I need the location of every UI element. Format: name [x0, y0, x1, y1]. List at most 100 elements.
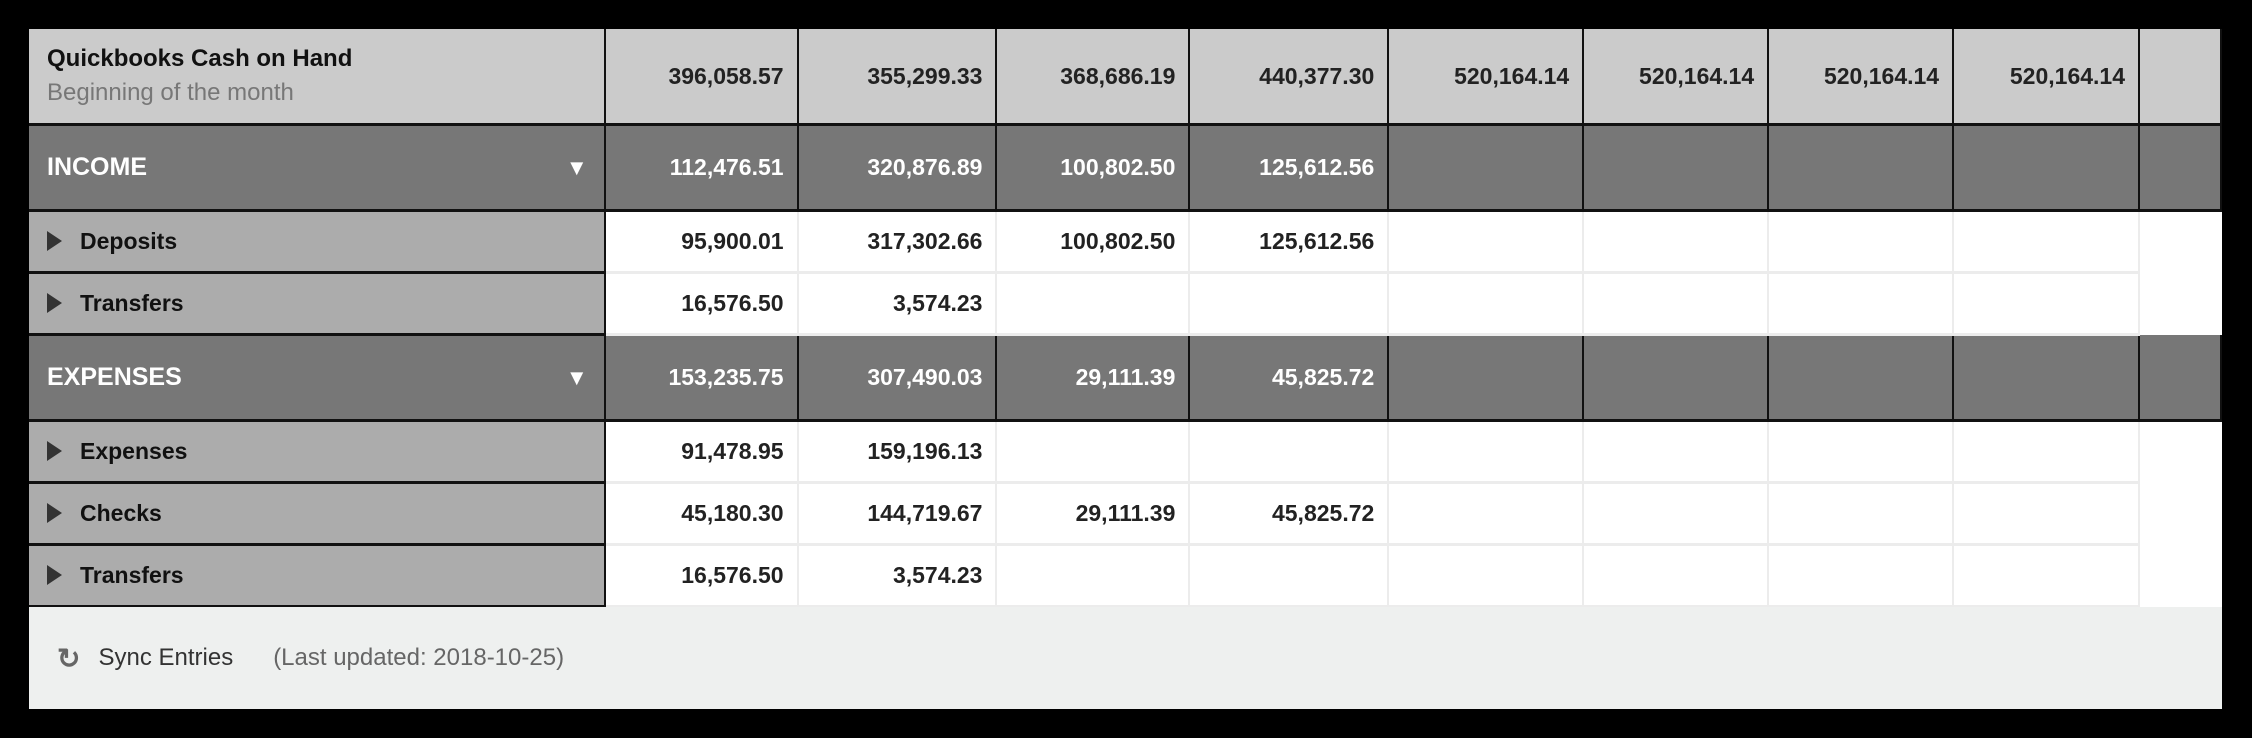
group-total-cell	[1768, 334, 1955, 422]
value-cell[interactable]: 317,302.66	[797, 210, 998, 274]
caret-right-icon[interactable]	[47, 565, 62, 585]
row-toggle[interactable]: Checks	[29, 482, 606, 546]
group-total-cell: 112,476.51	[604, 124, 799, 212]
group-total-cell	[1583, 334, 1770, 422]
value-cell[interactable]	[1768, 544, 1955, 608]
value-cell[interactable]	[1583, 210, 1770, 274]
value-cell[interactable]	[1189, 272, 1390, 336]
group-toggle[interactable]: EXPENSES ▼	[29, 334, 606, 422]
group-row-expenses: EXPENSES ▼ 153,235.75 307,490.03 29,111.39 45…	[29, 334, 2222, 422]
group-total-cell: 320,876.89	[797, 124, 998, 212]
cash-flow-card: Quickbooks Cash on Hand Beginning of the …	[29, 29, 2222, 709]
group-total-cell	[1388, 124, 1585, 212]
value-cell[interactable]: 29,111.39	[996, 482, 1191, 546]
value-cell[interactable]: 91,478.95	[604, 420, 799, 484]
value-cell[interactable]	[1388, 482, 1585, 546]
value-cell[interactable]	[1768, 420, 1955, 484]
value-cell[interactable]: 3,574.23	[797, 544, 998, 608]
value-cell[interactable]	[1388, 272, 1585, 336]
sync-entries-label: Sync Entries	[98, 644, 234, 671]
caret-right-icon[interactable]	[47, 503, 62, 523]
row-spacer	[2139, 210, 2221, 273]
value-cell[interactable]	[1953, 544, 2141, 608]
value-cell[interactable]	[1189, 420, 1390, 484]
row-spacer	[2139, 482, 2221, 545]
opening-balance-cell: 520,164.14	[1583, 29, 1770, 126]
header-row: Quickbooks Cash on Hand Beginning of the …	[29, 29, 2222, 126]
row-spacer	[2139, 272, 2221, 335]
group-label: INCOME	[47, 153, 147, 181]
caret-right-icon[interactable]	[47, 231, 62, 251]
caret-down-icon[interactable]: ▼	[565, 154, 588, 180]
group-label: EXPENSES	[47, 363, 182, 391]
value-cell[interactable]	[1388, 544, 1585, 608]
row-toggle[interactable]: Deposits	[29, 210, 606, 274]
group-row-income: INCOME ▼ 112,476.51 320,876.89 100,802.50 125…	[29, 124, 2222, 212]
group-total-cell: 45,825.72	[1189, 334, 1390, 422]
group-total-cell	[2139, 124, 2222, 212]
row-label: Transfers	[80, 562, 184, 588]
group-total-cell	[1583, 124, 1770, 212]
value-cell[interactable]	[1583, 272, 1770, 336]
group-total-cell	[1953, 334, 2141, 422]
value-cell[interactable]: 16,576.50	[604, 544, 799, 608]
value-cell[interactable]: 95,900.01	[604, 210, 799, 274]
value-cell[interactable]	[1768, 272, 1955, 336]
group-total-cell: 153,235.75	[604, 334, 799, 422]
caret-right-icon[interactable]	[47, 441, 62, 461]
value-cell[interactable]	[1189, 544, 1390, 608]
footer: ↻ Sync Entries (Last updated: 2018-10-25…	[29, 607, 2222, 709]
value-cell[interactable]	[996, 544, 1191, 608]
opening-balance-cell: 520,164.14	[1953, 29, 2141, 126]
group-total-cell	[1768, 124, 1955, 212]
group-total-cell	[1953, 124, 2141, 212]
row-toggle[interactable]: Transfers	[29, 272, 606, 336]
value-cell[interactable]: 144,719.67	[797, 482, 998, 546]
value-cell[interactable]: 125,612.56	[1189, 210, 1390, 274]
opening-balance-cell: 440,377.30	[1189, 29, 1390, 126]
table-row: Transfers 16,576.50 3,574.23	[29, 544, 2221, 608]
group-total-cell	[1388, 334, 1585, 422]
value-cell[interactable]	[1583, 420, 1770, 484]
sync-entries-button[interactable]: ↻ Sync Entries	[57, 642, 233, 675]
row-spacer	[2139, 420, 2221, 483]
table-row: Checks 45,180.30 144,719.67 29,111.39 45,825…	[29, 482, 2221, 546]
row-label: Transfers	[80, 290, 184, 316]
value-cell[interactable]: 100,802.50	[996, 210, 1191, 274]
value-cell[interactable]	[1953, 482, 2141, 546]
value-cell[interactable]	[1953, 420, 2141, 484]
row-toggle[interactable]: Expenses	[29, 420, 606, 484]
value-cell[interactable]: 3,574.23	[797, 272, 998, 336]
table-row: Expenses 91,478.95 159,196.13	[29, 420, 2221, 484]
value-cell[interactable]	[1388, 420, 1585, 484]
table-row: Transfers 16,576.50 3,574.23	[29, 272, 2221, 336]
value-cell[interactable]: 45,825.72	[1189, 482, 1390, 546]
value-cell[interactable]	[1583, 544, 1770, 608]
value-cell[interactable]	[996, 272, 1191, 336]
value-cell[interactable]	[996, 420, 1191, 484]
row-toggle[interactable]: Transfers	[29, 544, 606, 608]
group-total-cell: 307,490.03	[797, 334, 998, 422]
row-label: Deposits	[80, 228, 178, 254]
value-cell[interactable]	[1768, 482, 1955, 546]
value-cell[interactable]	[1768, 210, 1955, 274]
caret-down-icon[interactable]: ▼	[565, 364, 588, 390]
value-cell[interactable]	[1953, 210, 2141, 274]
value-cell[interactable]: 45,180.30	[604, 482, 799, 546]
value-cell[interactable]: 159,196.13	[797, 420, 998, 484]
value-cell[interactable]	[1388, 210, 1585, 274]
group-total-cell	[2139, 334, 2222, 422]
row-label: Expenses	[80, 438, 188, 464]
caret-right-icon[interactable]	[47, 293, 62, 313]
value-cell[interactable]: 16,576.50	[604, 272, 799, 336]
row-label: Checks	[80, 500, 162, 526]
opening-balance-cell	[2139, 29, 2222, 126]
opening-balance-cell: 368,686.19	[996, 29, 1191, 126]
group-total-cell: 125,612.56	[1189, 124, 1390, 212]
value-cell[interactable]	[1583, 482, 1770, 546]
table-title: Quickbooks Cash on Hand	[47, 45, 353, 72]
opening-balance-cell: 396,058.57	[604, 29, 799, 126]
group-toggle[interactable]: INCOME ▼	[29, 124, 606, 212]
table-subtitle: Beginning of the month	[47, 79, 294, 106]
value-cell[interactable]	[1953, 272, 2141, 336]
